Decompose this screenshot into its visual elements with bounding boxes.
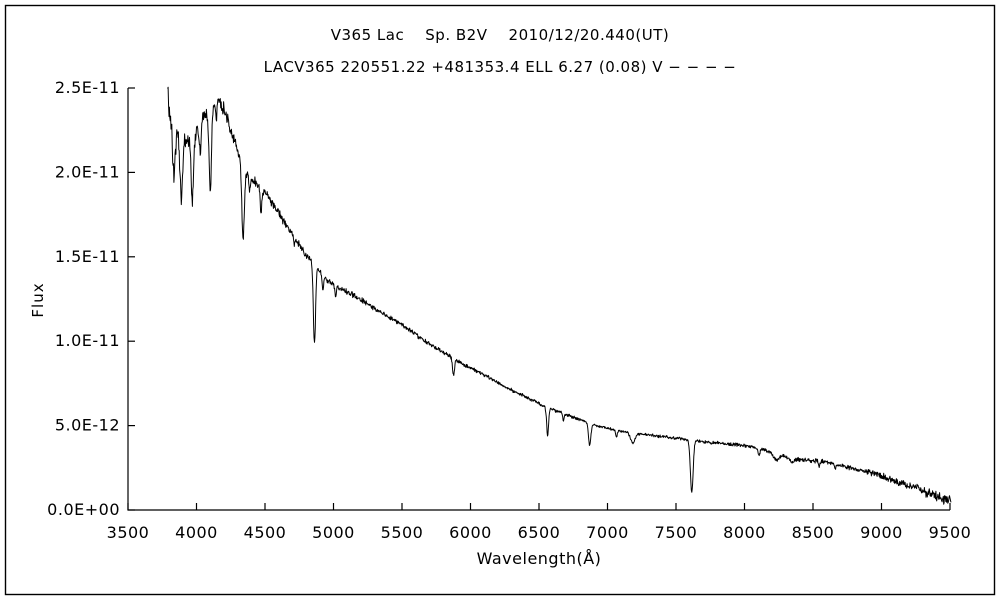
y-tick-label: 5.0E-12: [55, 416, 120, 435]
x-tick-label: 7500: [655, 523, 698, 542]
x-tick-label: 3500: [107, 523, 150, 542]
y-tick-label: 0.0E+00: [47, 500, 120, 519]
y-tick-label: 2.5E-11: [55, 78, 120, 97]
chart-title: V365 Lac Sp. B2V 2010/12/20.440(UT): [330, 26, 670, 44]
figure-border: [4, 4, 996, 596]
axes: [127, 88, 950, 511]
x-tick-label: 5000: [312, 523, 355, 542]
spectrum-curve: [167, 86, 952, 505]
x-tick-label: 4000: [175, 523, 218, 542]
x-tick-label: 9500: [929, 523, 972, 542]
x-tick-label: 4500: [244, 523, 287, 542]
x-tick-label: 8000: [723, 523, 766, 542]
y-tick-label: 2.0E-11: [55, 162, 120, 181]
y-axis-label: Flux: [29, 282, 47, 318]
x-tick-label: 8500: [792, 523, 835, 542]
x-axis-label: Wavelength(Å): [476, 549, 602, 568]
x-tick-label: 7000: [586, 523, 629, 542]
y-tick-label: 1.5E-11: [55, 247, 120, 266]
x-tick-label: 5500: [381, 523, 424, 542]
chart-subtitle: LACV365 220551.22 +481353.4 ELL 6.27 (0.…: [263, 58, 737, 76]
x-tick-label: 9000: [860, 523, 903, 542]
x-tick-label: 6000: [449, 523, 492, 542]
x-tick-label: 6500: [518, 523, 561, 542]
y-tick-label: 1.0E-11: [55, 331, 120, 350]
